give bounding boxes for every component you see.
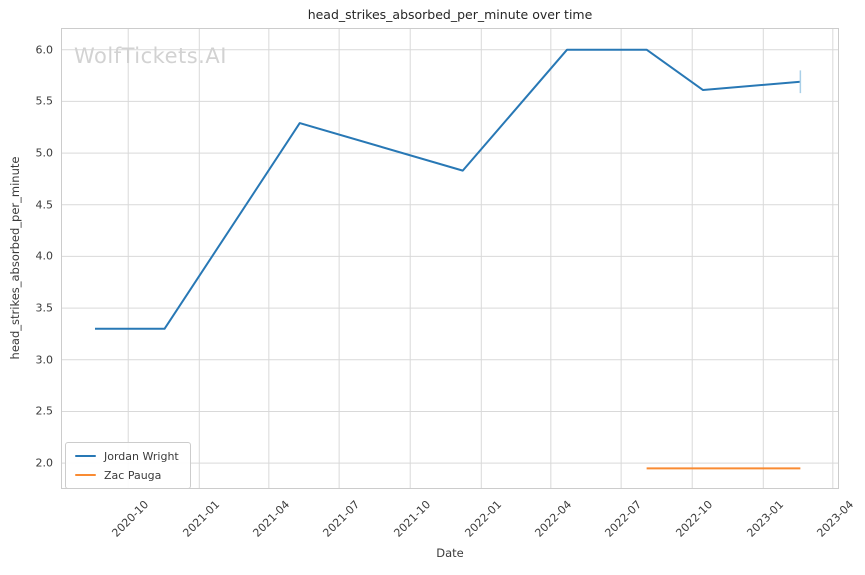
y-tick-label: 4.0: [35, 249, 54, 263]
y-tick-label: 3.0: [35, 353, 54, 367]
legend-label: Jordan Wright: [104, 449, 179, 463]
y-tick-label: 2.0: [35, 456, 54, 470]
legend-item: Zac Pauga: [75, 468, 179, 482]
legend-label: Zac Pauga: [104, 468, 162, 482]
legend-item: Jordan Wright: [75, 449, 179, 463]
y-tick-label: 3.5: [35, 301, 54, 315]
plot-area: [61, 28, 839, 489]
x-axis-label: Date: [436, 546, 464, 560]
legend: Jordan Wright Zac Pauga: [65, 442, 191, 489]
y-tick-label: 6.0: [35, 43, 54, 57]
y-tick-label: 5.0: [35, 146, 54, 160]
watermark: WolfTickets.AI: [74, 44, 227, 68]
y-tick-label: 2.5: [35, 404, 54, 418]
chart-title: head_strikes_absorbed_per_minute over ti…: [307, 7, 593, 22]
legend-swatch: [75, 454, 96, 458]
series-line-jordan-wright: [94, 48, 801, 330]
legend-swatch: [75, 473, 96, 477]
y-tick-label: 4.5: [35, 198, 54, 212]
y-tick-label: 5.5: [35, 94, 54, 108]
